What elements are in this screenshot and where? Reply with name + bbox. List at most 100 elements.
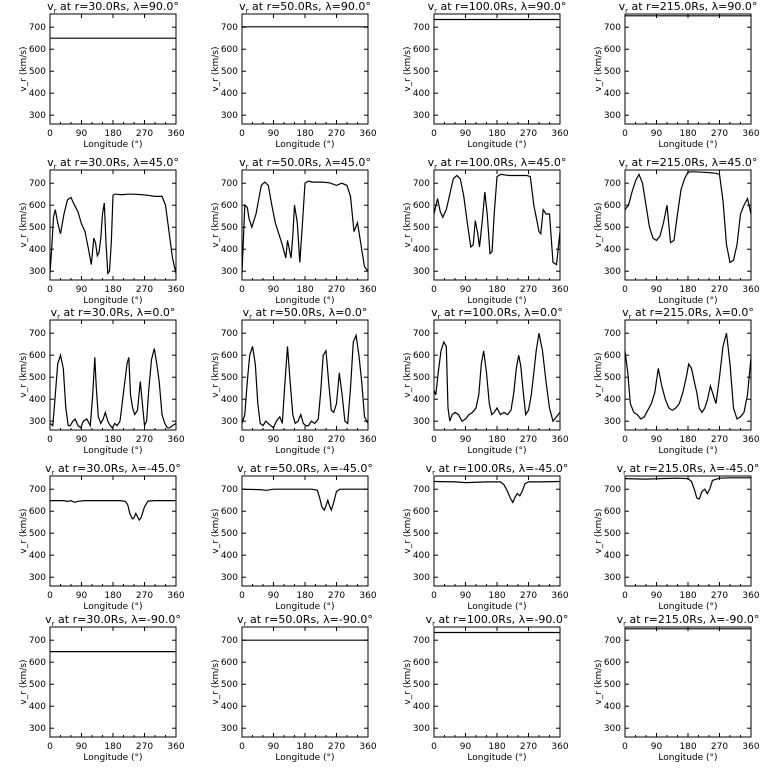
- subplot-title: vr at r=100.0Rs, λ=-45.0°: [426, 462, 569, 477]
- y-tick-label: 500: [29, 223, 46, 233]
- y-tick-label: 300: [29, 417, 46, 427]
- x-tick-label: 360: [359, 742, 376, 752]
- x-tick-label: 90: [76, 742, 88, 752]
- x-tick-label: 0: [47, 285, 53, 295]
- x-tick-label: 90: [651, 591, 663, 601]
- y-tick-label: 700: [413, 23, 430, 33]
- series-line: [50, 499, 176, 522]
- subplot-title: vr at r=215.0Rs, λ=90.0°: [619, 0, 758, 15]
- y-tick-label: 700: [604, 485, 621, 495]
- y-tick-label: 700: [29, 485, 46, 495]
- y-tick-label: 300: [221, 724, 238, 734]
- y-tick-label: 300: [29, 724, 46, 734]
- x-tick-label: 0: [431, 742, 437, 752]
- y-tick-label: 500: [413, 373, 430, 383]
- x-tick-label: 180: [104, 591, 121, 601]
- x-tick-label: 360: [742, 742, 759, 752]
- x-tick-label: 360: [167, 285, 184, 295]
- series-line: [433, 173, 561, 266]
- x-tick-label: 180: [104, 742, 121, 752]
- series-line: [433, 333, 561, 423]
- y-tick-label: 400: [413, 89, 430, 99]
- y-tick-label: 300: [29, 573, 46, 583]
- y-tick-label: 300: [604, 417, 621, 427]
- x-tick-label: 360: [551, 742, 568, 752]
- x-tick-label: 0: [622, 742, 628, 752]
- plot-frame: [49, 13, 177, 125]
- y-tick-label: 400: [29, 245, 46, 255]
- subplot-4-3: vr at r=215.0Rs, λ=-90.0° 0 90 180 270 360 300…: [594, 613, 760, 763]
- x-tick-label: 90: [268, 285, 280, 295]
- y-tick-label: 700: [604, 636, 621, 646]
- series-line: [624, 333, 752, 420]
- x-tick-label: 180: [296, 591, 313, 601]
- y-axis-label: v_r (km/s): [211, 352, 221, 397]
- y-tick-label: 300: [604, 573, 621, 583]
- y-axis-label: v_r (km/s): [403, 352, 413, 397]
- subplot-title: vr at r=215.0Rs, λ=45.0°: [619, 156, 758, 171]
- x-tick-label: 270: [520, 285, 537, 295]
- y-tick-label: 700: [413, 179, 430, 189]
- x-tick-label: 180: [104, 285, 121, 295]
- subplot-0-3: vr at r=215.0Rs, λ=90.0° 0 90 180 270 360 300 4…: [594, 0, 760, 150]
- x-tick-label: 90: [268, 129, 280, 139]
- x-tick-label: 180: [296, 742, 313, 752]
- x-tick-label: 90: [460, 591, 472, 601]
- x-tick-label: 0: [47, 742, 53, 752]
- y-tick-label: 300: [413, 267, 430, 277]
- x-axis-label: Longitude (°): [658, 446, 717, 456]
- x-tick-label: 360: [359, 591, 376, 601]
- x-axis-label: Longitude (°): [658, 140, 717, 150]
- series-line: [241, 488, 368, 512]
- x-tick-label: 360: [167, 129, 184, 139]
- y-tick-label: 400: [29, 551, 46, 561]
- y-tick-label: 700: [413, 485, 430, 495]
- series-line: [241, 180, 369, 274]
- y-tick-label: 400: [413, 702, 430, 712]
- y-tick-label: 400: [221, 89, 238, 99]
- y-tick-label: 600: [604, 351, 621, 361]
- x-tick-label: 270: [328, 435, 345, 445]
- y-tick-label: 700: [604, 179, 621, 189]
- subplot-1-1: vr at r=50.0Rs, λ=45.0° 0 90 180 270 360 300 40…: [211, 156, 377, 306]
- series-line: [49, 193, 177, 276]
- x-axis-label: Longitude (°): [275, 140, 334, 150]
- y-tick-label: 400: [29, 702, 46, 712]
- y-tick-label: 500: [221, 680, 238, 690]
- x-tick-label: 90: [268, 591, 280, 601]
- x-tick-label: 0: [47, 591, 53, 601]
- x-tick-label: 270: [711, 591, 728, 601]
- subplot-0-0: vr at r=30.0Rs, λ=90.0° 0 90 180 270 360 300 40…: [19, 0, 185, 150]
- x-axis-label: Longitude (°): [275, 753, 334, 763]
- plot-frame: [433, 13, 561, 125]
- y-tick-label: 600: [604, 507, 621, 517]
- y-tick-label: 500: [413, 529, 430, 539]
- x-tick-label: 360: [551, 285, 568, 295]
- y-axis-label: v_r (km/s): [19, 508, 29, 553]
- subplot-2-1: vr at r=50.0Rs, λ=0.0° 0 90 180 270 360 300 400…: [211, 306, 377, 456]
- x-tick-label: 0: [239, 742, 245, 752]
- x-tick-label: 180: [679, 435, 696, 445]
- plot-frame: [241, 319, 369, 431]
- y-tick-label: 400: [604, 395, 621, 405]
- subplot-3-3: vr at r=215.0Rs, λ=-45.0° 0 90 180 270 360 300…: [594, 462, 760, 612]
- x-axis-label: Longitude (°): [467, 296, 526, 306]
- x-tick-label: 90: [76, 285, 88, 295]
- subplot-4-2: vr at r=100.0Rs, λ=-90.0° 0 90 180 270 360 300…: [403, 613, 569, 763]
- y-tick-label: 400: [221, 702, 238, 712]
- subplot-title: vr at r=50.0Rs, λ=45.0°: [239, 156, 371, 171]
- y-axis-label: v_r (km/s): [211, 659, 221, 704]
- subplot-title: vr at r=50.0Rs, λ=90.0°: [239, 0, 371, 15]
- subplot-2-2: vr at r=100.0Rs, λ=0.0° 0 90 180 270 360 300 40…: [403, 306, 569, 456]
- y-tick-label: 500: [221, 529, 238, 539]
- y-tick-label: 700: [413, 636, 430, 646]
- subplot-title: vr at r=50.0Rs, λ=-45.0°: [237, 462, 373, 477]
- x-tick-label: 0: [431, 129, 437, 139]
- y-tick-label: 600: [29, 201, 46, 211]
- x-tick-label: 180: [104, 129, 121, 139]
- y-tick-label: 600: [413, 351, 430, 361]
- x-tick-label: 360: [742, 591, 759, 601]
- y-tick-label: 600: [413, 658, 430, 668]
- x-axis-label: Longitude (°): [83, 753, 142, 763]
- x-tick-label: 270: [136, 591, 153, 601]
